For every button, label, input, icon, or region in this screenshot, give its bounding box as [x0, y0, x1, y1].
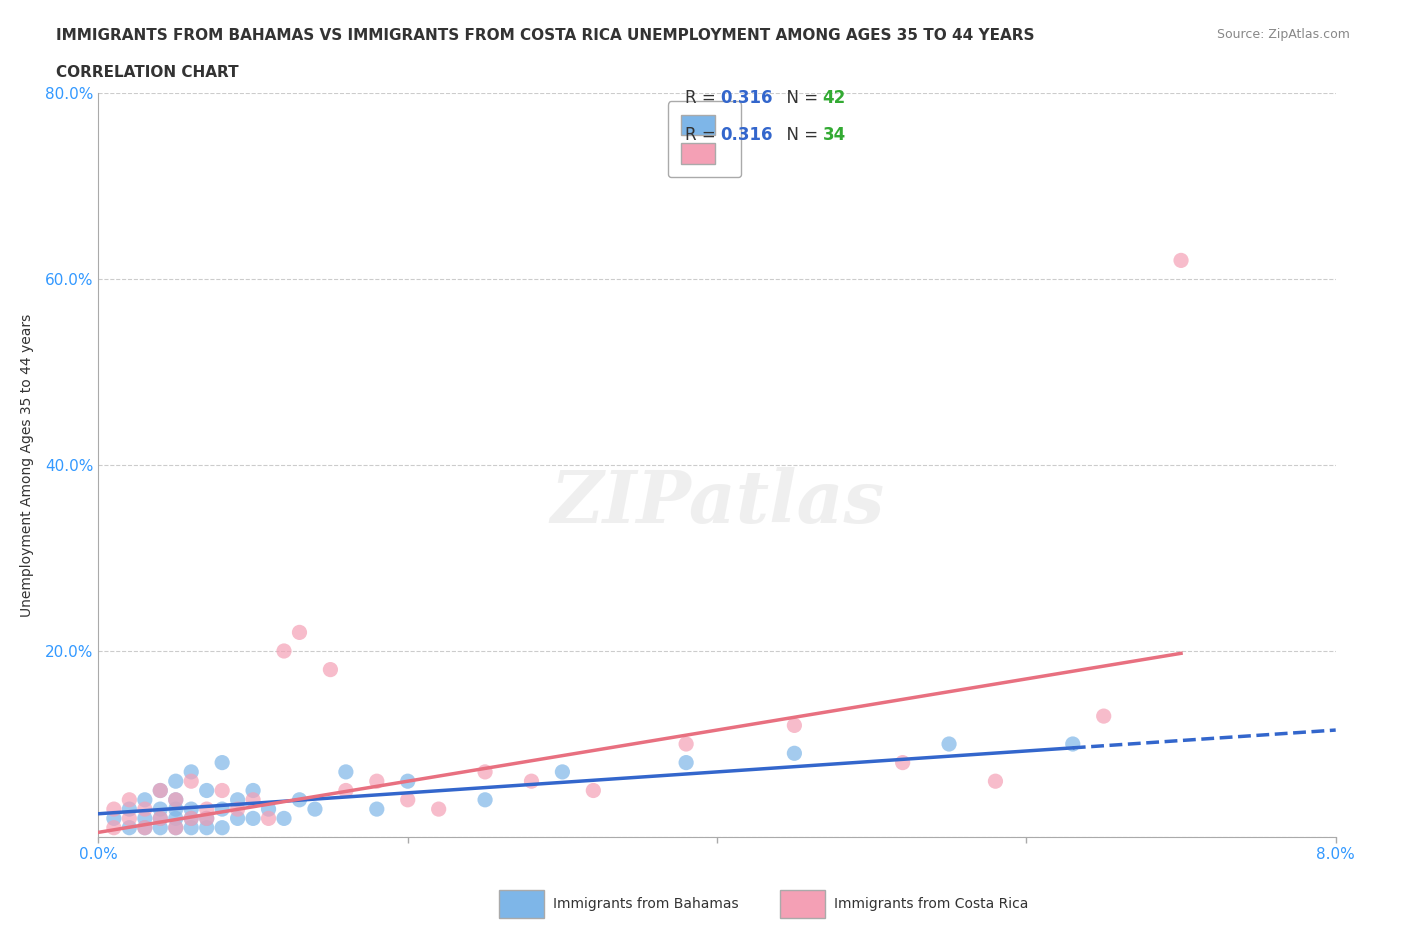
Point: [396, 774, 419, 789]
Point: [242, 792, 264, 807]
Text: 0.316: 0.316: [720, 126, 772, 144]
Point: [226, 792, 249, 807]
Point: [273, 811, 295, 826]
Point: [149, 783, 172, 798]
Point: [304, 802, 326, 817]
FancyBboxPatch shape: [780, 890, 825, 918]
Point: [118, 802, 141, 817]
Point: [134, 820, 156, 835]
Point: [891, 755, 914, 770]
Point: [165, 820, 187, 835]
Text: N =: N =: [776, 88, 824, 107]
Point: [165, 792, 187, 807]
Point: [211, 820, 233, 835]
Point: [396, 792, 419, 807]
Point: [165, 774, 187, 789]
Point: [273, 644, 295, 658]
Point: [134, 820, 156, 835]
Text: 42: 42: [823, 88, 846, 107]
Point: [783, 746, 806, 761]
Point: [134, 811, 156, 826]
Point: [335, 764, 357, 779]
Point: [582, 783, 605, 798]
Point: [180, 811, 202, 826]
Point: [134, 792, 156, 807]
Text: Source: ZipAtlas.com: Source: ZipAtlas.com: [1216, 28, 1350, 41]
Point: [427, 802, 450, 817]
Point: [165, 792, 187, 807]
Legend: , : ,: [668, 101, 741, 177]
Point: [551, 764, 574, 779]
Point: [118, 820, 141, 835]
Point: [149, 802, 172, 817]
Point: [257, 802, 280, 817]
Text: Immigrants from Bahamas: Immigrants from Bahamas: [553, 897, 738, 911]
Point: [257, 811, 280, 826]
Point: [180, 774, 202, 789]
Text: CORRELATION CHART: CORRELATION CHART: [56, 65, 239, 80]
Point: [211, 783, 233, 798]
Text: 34: 34: [823, 126, 846, 144]
Point: [1170, 253, 1192, 268]
Point: [1092, 709, 1115, 724]
Point: [165, 811, 187, 826]
Point: [474, 792, 496, 807]
Point: [675, 737, 697, 751]
Point: [366, 802, 388, 817]
Point: [149, 811, 172, 826]
Point: [180, 811, 202, 826]
Point: [165, 802, 187, 817]
Text: R =: R =: [685, 88, 721, 107]
Point: [195, 811, 218, 826]
Point: [783, 718, 806, 733]
Point: [118, 811, 141, 826]
Point: [134, 802, 156, 817]
Point: [984, 774, 1007, 789]
Point: [180, 820, 202, 835]
Point: [226, 802, 249, 817]
Text: IMMIGRANTS FROM BAHAMAS VS IMMIGRANTS FROM COSTA RICA UNEMPLOYMENT AMONG AGES 35: IMMIGRANTS FROM BAHAMAS VS IMMIGRANTS FR…: [56, 28, 1035, 43]
Point: [1062, 737, 1084, 751]
Point: [474, 764, 496, 779]
Point: [195, 820, 218, 835]
Text: 0.316: 0.316: [720, 88, 772, 107]
Text: ZIPatlas: ZIPatlas: [550, 467, 884, 538]
Point: [195, 811, 218, 826]
Point: [211, 755, 233, 770]
Point: [288, 792, 311, 807]
Point: [366, 774, 388, 789]
Y-axis label: Unemployment Among Ages 35 to 44 years: Unemployment Among Ages 35 to 44 years: [20, 313, 34, 617]
FancyBboxPatch shape: [499, 890, 544, 918]
Point: [103, 820, 125, 835]
Point: [149, 811, 172, 826]
Point: [520, 774, 543, 789]
Point: [226, 811, 249, 826]
Point: [103, 811, 125, 826]
Text: N =: N =: [776, 126, 824, 144]
Text: Immigrants from Costa Rica: Immigrants from Costa Rica: [834, 897, 1028, 911]
Point: [118, 792, 141, 807]
Point: [180, 802, 202, 817]
Point: [211, 802, 233, 817]
Point: [242, 783, 264, 798]
Point: [319, 662, 342, 677]
Point: [288, 625, 311, 640]
Point: [103, 802, 125, 817]
Point: [195, 783, 218, 798]
Point: [195, 802, 218, 817]
Text: R =: R =: [685, 126, 721, 144]
Point: [180, 764, 202, 779]
Point: [149, 820, 172, 835]
Point: [675, 755, 697, 770]
Point: [938, 737, 960, 751]
Point: [242, 811, 264, 826]
Point: [165, 820, 187, 835]
Point: [149, 783, 172, 798]
Point: [335, 783, 357, 798]
